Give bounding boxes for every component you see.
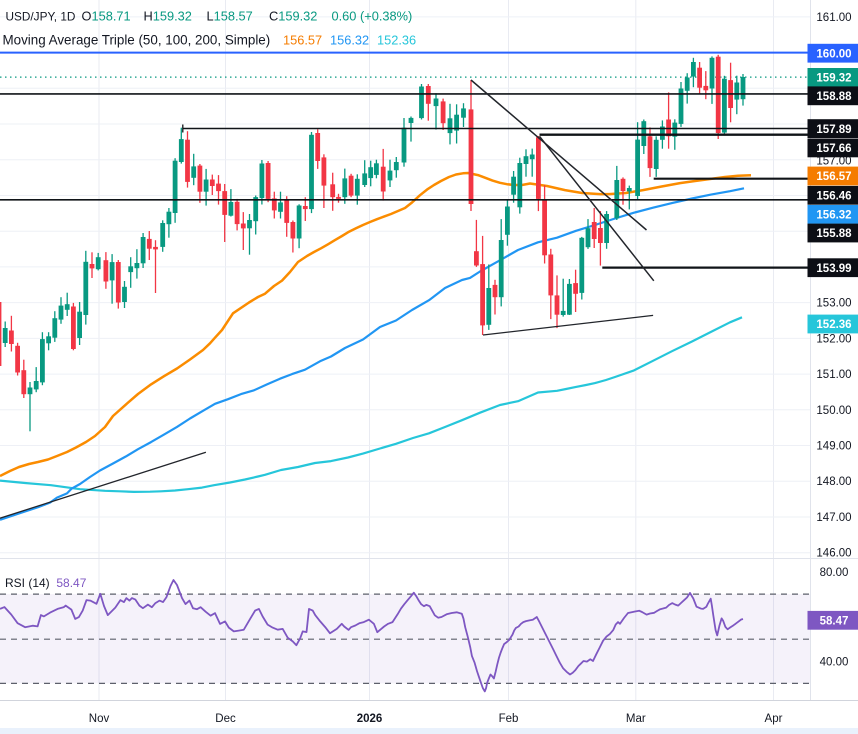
svg-text:161.00: 161.00	[816, 12, 851, 24]
svg-text:148.00: 148.00	[816, 476, 851, 488]
svg-text:Nov: Nov	[89, 713, 110, 725]
svg-text:Feb: Feb	[499, 713, 519, 725]
svg-text:USD/JPY, 1D: USD/JPY, 1D	[6, 10, 76, 24]
svg-text:152.36: 152.36	[377, 33, 416, 48]
svg-text:Dec: Dec	[215, 713, 236, 725]
svg-text:153.00: 153.00	[816, 298, 851, 310]
svg-text:58.47: 58.47	[820, 616, 849, 628]
svg-text:155.88: 155.88	[816, 228, 852, 240]
svg-text:O158.71: O158.71	[82, 9, 131, 24]
svg-text:152.00: 152.00	[816, 333, 851, 345]
svg-text:151.00: 151.00	[816, 369, 851, 381]
svg-text:Mar: Mar	[626, 713, 646, 725]
svg-text:157.66: 157.66	[816, 143, 851, 155]
svg-text:Moving Average Triple (50, 100: Moving Average Triple (50, 100, 200, Sim…	[3, 33, 271, 48]
svg-text:156.46: 156.46	[816, 191, 851, 203]
svg-text:Apr: Apr	[765, 713, 783, 725]
svg-text:157.89: 157.89	[816, 124, 851, 136]
svg-text:152.36: 152.36	[816, 319, 851, 331]
svg-text:H159.32: H159.32	[144, 9, 192, 24]
svg-text:2026: 2026	[357, 713, 383, 725]
svg-text:149.00: 149.00	[816, 441, 851, 453]
svg-text:147.00: 147.00	[816, 512, 851, 524]
svg-text:160.00: 160.00	[816, 48, 851, 60]
svg-text:C159.32: C159.32	[269, 9, 317, 24]
svg-text:153.99: 153.99	[816, 263, 851, 275]
svg-text:156.32: 156.32	[330, 33, 369, 48]
svg-text:157.00: 157.00	[816, 156, 851, 168]
svg-text:40.00: 40.00	[820, 657, 849, 669]
svg-text:158.88: 158.88	[816, 91, 852, 103]
svg-text:156.57: 156.57	[816, 171, 851, 183]
svg-text:156.57: 156.57	[283, 33, 322, 48]
svg-text:150.00: 150.00	[816, 405, 851, 417]
svg-text:156.32: 156.32	[816, 210, 851, 222]
svg-text:RSI (14) 58.47: RSI (14) 58.47	[5, 576, 87, 590]
svg-text:L158.57: L158.57	[207, 9, 253, 24]
svg-text:80.00: 80.00	[820, 567, 849, 579]
svg-text:0.60 (+0.38%): 0.60 (+0.38%)	[332, 9, 413, 24]
svg-text:146.00: 146.00	[816, 548, 851, 560]
svg-text:159.32: 159.32	[816, 73, 851, 85]
